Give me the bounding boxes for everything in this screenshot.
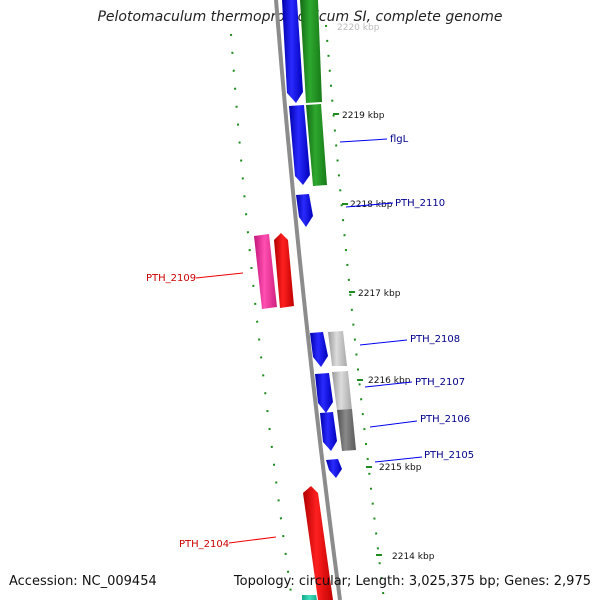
gene-label-pth-2106: PTH_2106 (420, 414, 470, 425)
leader-line (345, 202, 394, 208)
gene-feature (302, 595, 317, 600)
ruler-tick-label: 2216 kbp (368, 376, 411, 386)
gene-feature (289, 105, 310, 185)
gene-label-pth-2108: PTH_2108 (410, 334, 460, 345)
gene-label-pth-2104: PTH_2104 (179, 539, 229, 550)
ruler-tick-label: 2219 kbp (342, 111, 385, 121)
leader-line (364, 381, 413, 388)
leader-line (195, 272, 244, 279)
gene-feature (315, 373, 333, 413)
gene-feature (282, 0, 303, 103)
gene-label-flgL: flgL (390, 134, 409, 145)
gene-label-pth-2110: PTH_2110 (395, 198, 445, 209)
gene-label-pth-2107: PTH_2107 (415, 377, 465, 388)
gene-feature (328, 331, 347, 366)
gene-feature (303, 486, 333, 600)
gene-feature (306, 104, 327, 186)
reverse-strand-features (254, 233, 333, 600)
accession-text: Accession: NC_009454 (9, 574, 157, 589)
gene-labels: flgL PTH_2110 PTH_2109 PTH_2108 PTH_2107… (146, 134, 474, 550)
ruler-tick-label: 2217 kbp (358, 289, 401, 299)
leader-line (374, 456, 423, 463)
green-features (300, 0, 327, 186)
leader-line (359, 339, 408, 346)
gene-feature (332, 371, 352, 411)
inner-dotted-ring (230, 33, 293, 600)
gene-feature (320, 412, 337, 451)
gene-feature (300, 0, 322, 103)
ruler-tick-label: 2215 kbp (379, 463, 422, 473)
ruler-tick-label: 2214 kbp (392, 552, 435, 562)
gene-label-pth-2109: PTH_2109 (146, 273, 196, 284)
topology-text: Topology: circular; Length: 3,025,375 bp… (233, 574, 591, 589)
leader-line (228, 536, 277, 544)
gene-feature (310, 332, 328, 367)
ruler-tick-label: 2220 kbp (337, 23, 380, 33)
gene-feature (274, 233, 294, 308)
gene-label-pth-2105: PTH_2105 (424, 450, 474, 461)
gene-feature (326, 459, 342, 478)
forward-strand-features (282, 0, 342, 478)
leader-line (369, 420, 418, 428)
gray-features (328, 331, 356, 451)
gene-feature (337, 409, 356, 451)
map-title: Pelotomaculum thermopropionicum SI, comp… (97, 9, 503, 25)
genome-backbone (274, 0, 342, 600)
gene-feature (296, 194, 313, 227)
leader-line (339, 138, 388, 143)
gene-feature (254, 234, 277, 309)
